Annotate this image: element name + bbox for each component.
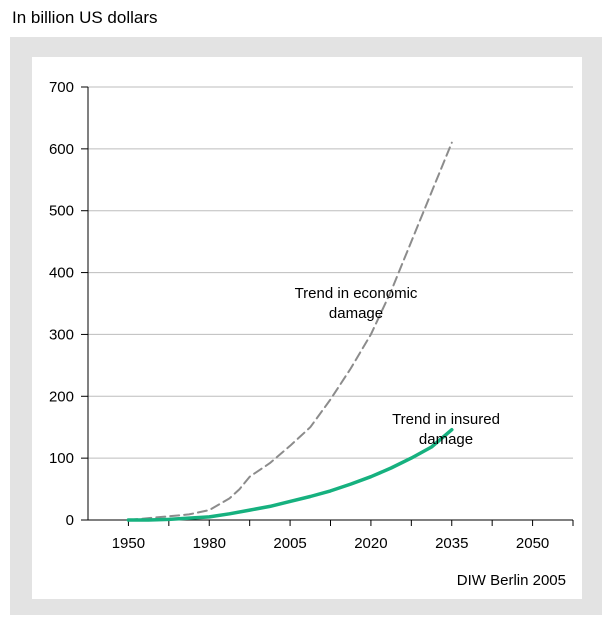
y-tick-label: 700 [49, 79, 74, 96]
economic-annotation: Trend in economic [295, 285, 418, 302]
x-tick-label: 2035 [435, 535, 468, 552]
y-tick-label: 500 [49, 203, 74, 220]
y-unit-label: In billion US dollars [12, 8, 158, 27]
x-tick-label: 2020 [354, 535, 387, 552]
x-tick-label: 1950 [112, 535, 145, 552]
y-tick-label: 100 [49, 450, 74, 467]
axis-ticks: 0 100 200 300 400 500 600 700 1950 1980 2005 2020 20… [49, 79, 574, 552]
plot-panel [32, 57, 582, 599]
insured-damage-line [126, 427, 454, 522]
y-tick-label: 300 [49, 326, 74, 343]
y-tick-label: 200 [49, 388, 74, 405]
x-tick-label: 1980 [193, 535, 226, 552]
axes [87, 87, 573, 521]
gridlines [88, 86, 573, 459]
y-tick-label: 400 [49, 265, 74, 282]
y-tick-label: 0 [66, 512, 74, 529]
economic-damage-line [127, 141, 453, 521]
insured-annotation: Trend in insured [392, 411, 500, 428]
economic-annotation: damage [329, 305, 383, 322]
y-tick-label: 600 [49, 141, 74, 158]
x-tick-label: 2050 [516, 535, 549, 552]
insured-annotation: damage [419, 431, 473, 448]
series-lines [126, 141, 454, 522]
x-tick-label: 2005 [273, 535, 306, 552]
source-label: DIW Berlin 2005 [456, 572, 566, 589]
annotations: Trend in economic damage Trend in insured d… [295, 285, 500, 448]
